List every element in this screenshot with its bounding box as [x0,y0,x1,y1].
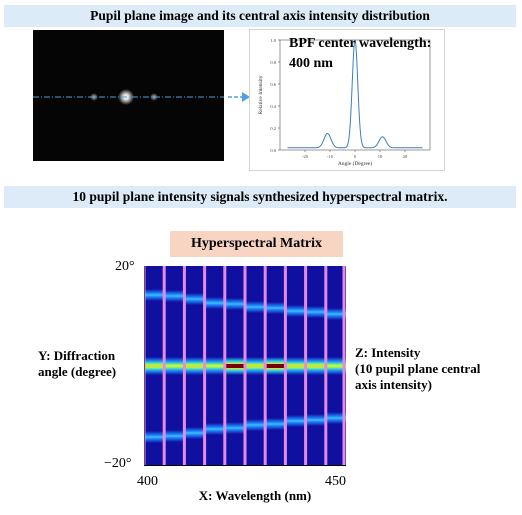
z-label-line1: Z: Intensity [355,345,421,360]
pupil-banner: Pupil plane image and its central axis i… [4,5,516,27]
synth-banner-text: 10 pupil plane intensity signals synthes… [72,189,448,204]
x-right-tick: 450 [325,474,346,489]
column-separator [283,266,287,466]
bpf-line2: 400 nm [289,56,333,71]
column-separator [324,266,328,466]
center-band [305,357,326,375]
heatmap-column [144,289,165,443]
side-band [204,423,225,435]
heatmap-column [285,305,306,427]
side-band [245,301,266,313]
column-separator [182,266,186,466]
side-band [144,289,165,301]
side-band [164,430,185,442]
bpf-line1: BPF center wavelength: [289,36,432,51]
column-separator [243,266,247,466]
y-label-line1: Y: Diffraction [38,348,116,363]
y-axis-label: Y: Diffraction angle (degree) [38,348,138,380]
side-band [184,293,205,305]
center-band [285,357,306,375]
center-peak [225,364,244,368]
y-label-line2: angle (degree) [38,364,117,379]
heatmap-column [305,306,326,426]
x-left-tick: 400 [137,474,158,489]
side-band [224,422,245,434]
synth-banner: 10 pupil plane intensity signals synthes… [4,186,516,208]
center-band [144,357,165,375]
side-band [204,297,225,309]
heatmap-column [164,290,185,442]
center-band [164,357,185,375]
center-band [184,357,205,375]
column-separator [162,266,166,466]
y-bottom-tick: −20° [104,456,132,471]
center-band [325,357,346,375]
y-top-tick: 20° [115,259,135,274]
side-band [305,306,326,318]
x-tick-label: -20 [302,154,309,159]
side-band [285,305,306,317]
side-band [164,290,185,302]
center-peak [266,364,285,368]
side-band [245,419,266,431]
heatmap-column [184,293,205,439]
y-tick-label: 0.6 [270,82,276,87]
column-separator [342,266,346,466]
side-band [305,414,326,426]
center-band [204,357,225,375]
center-band [245,357,266,375]
side-band [144,431,165,443]
z-label-line2: (10 pupil plane central [355,361,481,376]
y-tick-label: 0.4 [270,104,276,109]
side-band [265,302,286,314]
x-tick-label: 10 [378,154,383,159]
arrow-icon [228,90,250,102]
column-separator [263,266,267,466]
pupil-plane-image [33,30,224,161]
side-band [224,298,245,310]
heatmap-column [245,301,266,431]
column-separator [203,266,207,466]
heatmap-column [204,297,225,435]
side-band [325,308,346,320]
side-band [325,412,346,424]
y-tick-label: 1.0 [270,38,276,43]
column-separator [223,266,227,466]
y-tick-label: 0.8 [270,60,276,65]
heatmap-column [325,308,346,424]
heatmap-column [224,298,245,434]
plot-ylabel: Relative Intensity [258,75,264,114]
y-tick-label: 0.2 [270,126,276,131]
bpf-label: BPF center wavelength: 400 nm [289,34,449,74]
x-tick-label: 0 [354,154,357,159]
pupil-banner-text: Pupil plane image and its central axis i… [90,8,430,23]
column-separator [304,266,308,466]
plot-xlabel: Angle (Degree) [338,160,373,167]
intensity-curve [287,39,423,149]
side-band [285,415,306,427]
x-axis-label: X: Wavelength (nm) [198,488,312,503]
z-label-line3: axis intensity) [355,377,432,392]
hyperspectral-title-text: Hyperspectral Matrix [190,236,322,251]
x-tick-label: 20 [403,154,408,159]
hyperspectral-title: Hyperspectral Matrix [170,231,343,257]
hyperspectral-matrix [142,266,346,466]
x-tick-label: -10 [327,154,334,159]
side-band [184,427,205,439]
y-tick-label: 0.0 [270,148,276,153]
heatmap-column [265,302,286,430]
intensity-plot: 0.0 0.2 0.4 0.6 0.8 1.0 -20 -10 0 10 20 Angle (Degr… [249,29,445,171]
z-axis-label: Z: Intensity (10 pupil plane central axi… [355,345,520,393]
side-band [265,418,286,430]
